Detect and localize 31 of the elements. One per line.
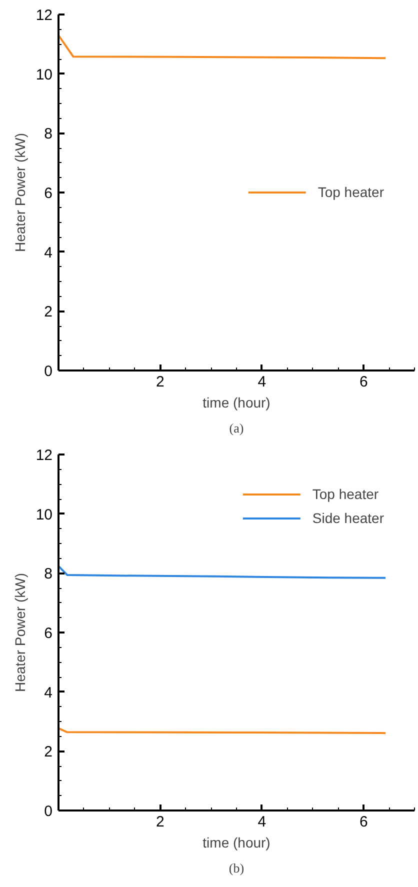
y-tick-label: 6 (44, 625, 52, 642)
y-axis-title: Heater Power (kW) (12, 572, 28, 692)
x-axis-title: time (hour) (202, 834, 270, 850)
legend-label: Side heater (312, 510, 384, 526)
y-tick-label: 0 (44, 363, 52, 380)
y-axis-title: Heater Power (kW) (12, 132, 28, 252)
x-tick-label: 4 (258, 374, 266, 390)
text: (a) (229, 420, 244, 436)
y-tick-label: 10 (36, 506, 53, 524)
x-axis-title: time (hour) (202, 394, 270, 410)
y-tick-label: 4 (44, 684, 52, 702)
x-tick-label: 2 (156, 814, 164, 830)
x-tick-label: 6 (359, 814, 368, 830)
x-tick-label: 4 (258, 814, 266, 830)
y-tick-label: 4 (44, 244, 52, 262)
y-tick-label: 0 (44, 803, 52, 820)
line-series (58, 565, 387, 579)
y-tick-label: 2 (44, 744, 52, 761)
y-tick-label: 12 (36, 447, 53, 464)
y-tick-label: 10 (36, 66, 53, 84)
legend-label: Top heater (318, 184, 384, 200)
legend-label: Top heater (312, 486, 379, 502)
y-tick-label: 8 (44, 126, 52, 143)
y-tick-label: 6 (44, 185, 52, 202)
y-tick-label: 8 (44, 566, 52, 583)
y-tick-label: 2 (44, 304, 52, 321)
text: (b) (228, 860, 244, 876)
y-tick-label: 12 (36, 7, 53, 24)
line-series (58, 34, 387, 60)
x-tick-label: 6 (359, 374, 368, 390)
x-tick-label: 2 (156, 374, 164, 390)
